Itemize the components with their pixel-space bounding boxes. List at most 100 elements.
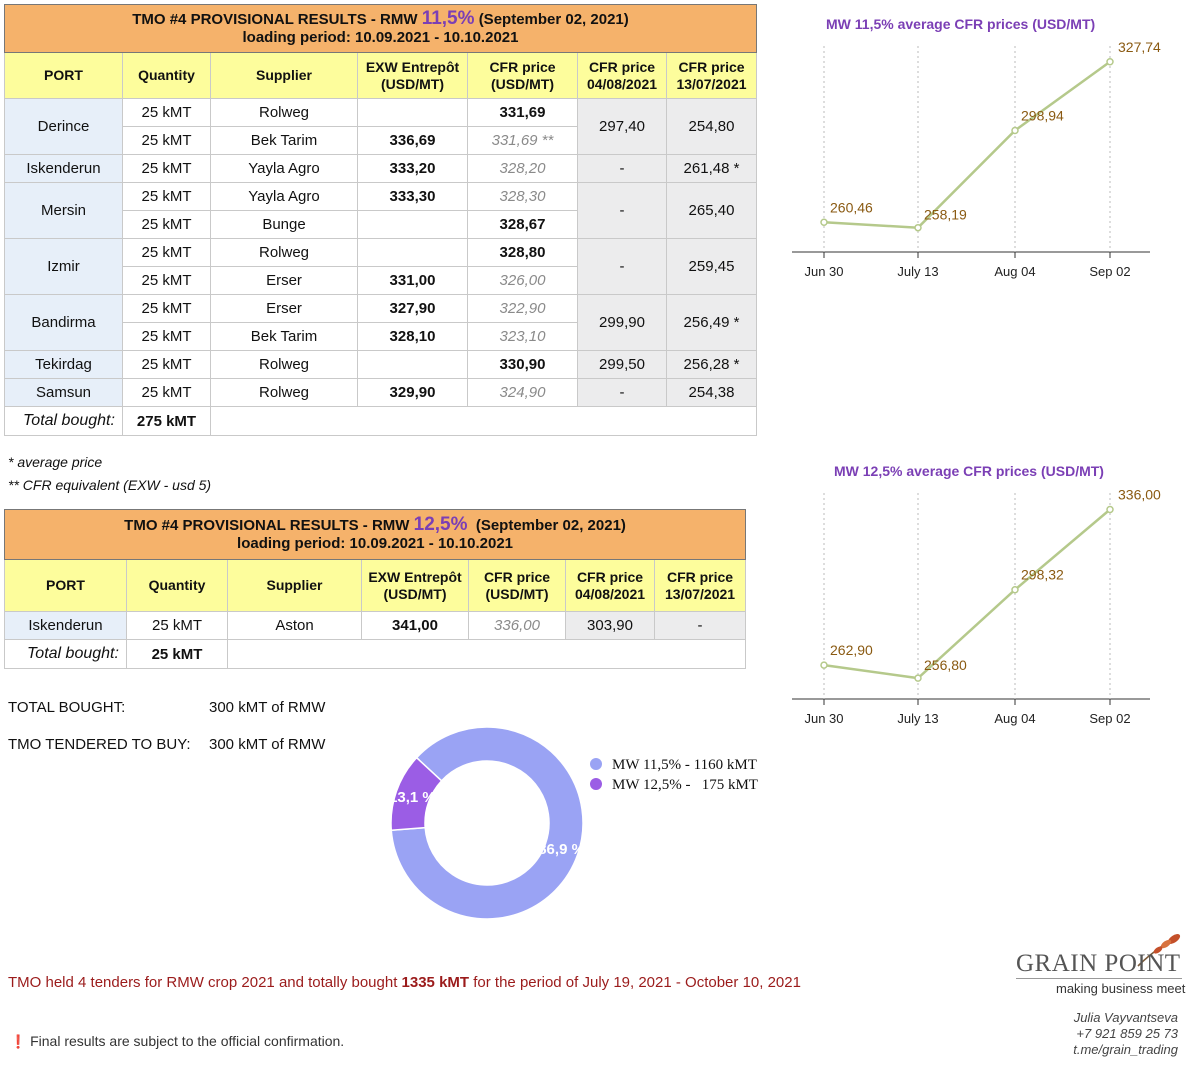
exw-cell: 333,30 (357, 182, 468, 211)
exw-cell (357, 238, 468, 267)
port-cell: Mersin (4, 182, 123, 239)
cfr-1307-cell: 265,40 (666, 182, 757, 239)
cfr-1307-cell: 256,49 * (666, 294, 757, 351)
data-label: 327,74 (1118, 39, 1161, 55)
brand-tagline: making business meet (1056, 981, 1186, 996)
port-cell: Izmir (4, 238, 123, 295)
cfr-0408-cell: 299,90 (577, 294, 667, 351)
quantity-cell: 25 kMT (122, 378, 211, 407)
cfr-0408-cell: - (577, 238, 667, 295)
total-label: Total bought: (4, 406, 123, 436)
quantity-cell: 25 kMT (122, 322, 211, 351)
x-tick-label: Aug 04 (994, 711, 1035, 726)
x-tick-label: July 13 (897, 264, 938, 279)
cfr-0408-cell: 303,90 (565, 611, 655, 640)
port-cell: Iskenderun (4, 154, 123, 183)
table1-title-row: TMO #4 PROVISIONAL RESULTS - RMW 11,5% (… (4, 4, 757, 53)
grain-point-logo: GRAIN POINT making business meet (1016, 930, 1186, 1000)
quantity-cell: 25 kMT (122, 154, 211, 183)
total-value: 275 kMT (122, 406, 211, 436)
data-point (1011, 126, 1019, 135)
data-point (1106, 505, 1114, 514)
x-tick-label: July 13 (897, 711, 938, 726)
table2-header-row: PORT Quantity Supplier EXW Entrepôt (USD/MT… (4, 559, 747, 612)
contact-name: Julia Vayvantseva (1073, 1010, 1178, 1025)
total-row: Total bought: 25 kMT (4, 639, 747, 669)
data-point (1106, 58, 1114, 66)
table-row: Tekirdag 25 kMT Rolweg 330,90 299,50 256,28 * (4, 350, 757, 379)
supplier-cell: Rolweg (210, 98, 358, 127)
column-header: CFR price 13/07/2021 (666, 52, 757, 99)
table-row: 25 kMT Erser 331,00 326,00 (5, 266, 757, 295)
supplier-cell: Rolweg (210, 238, 358, 267)
line-chart-mw-12-5: Jun 30 July 13 Aug 04 Sep 02 262,90 256,80 298… (792, 487, 1161, 726)
table-row: Mersin 25 kMT Yayla Agro 333,30 328,30-265,4… (4, 182, 757, 239)
total-bought-label: TOTAL BOUGHT: (8, 699, 126, 716)
legend-item: MW 12,5% - 175 kMT (590, 777, 758, 794)
data-label: 258,19 (924, 207, 967, 223)
exw-cell (357, 210, 468, 239)
column-header: CFR price 04/08/2021 (577, 52, 667, 99)
column-header: CFR price 13/07/2021 (653, 559, 747, 612)
donut-chart: 86,9 % 13,1 % (389, 726, 585, 920)
quantity-cell: 25 kMT (122, 238, 211, 267)
cfr-cell: 330,90 (467, 350, 578, 379)
cfr-0408-cell: - (577, 154, 667, 183)
pie-legend: MW 11,5% - 1160 kMT MW 12,5% - 175 kMT (590, 757, 758, 794)
results-table-rmw-11-5: TMO #4 PROVISIONAL RESULTS - RMW 11,5% (… (4, 4, 757, 436)
table2-title-row: TMO #4 PROVISIONAL RESULTS - RMW 12,5% (… (3, 509, 747, 560)
exw-cell (357, 350, 468, 379)
exw-cell: 328,10 (357, 322, 468, 351)
table-row: 25 kMT Bek Tarim 336,69 331,69 ** (5, 126, 757, 155)
table-row: Samsun 25 kMT Rolweg 329,90 324,90-254,38 (4, 378, 757, 407)
cfr-cell: 324,90 (467, 378, 578, 407)
table-row: Derince 25 kMT Rolweg 331,69 297,40 254,80 (4, 98, 757, 155)
quantity-cell: 25 kMT (126, 611, 228, 640)
data-point (914, 674, 922, 682)
column-header: EXW Entrepôt (USD/MT) (361, 559, 469, 612)
port-cell: Bandirma (4, 294, 123, 351)
table1-loading-period: loading period: 10.09.2021 - 10.10.2021 (242, 29, 519, 46)
cfr-0408-cell: 297,40 (577, 98, 667, 155)
table1-header-row: PORT Quantity Supplier EXW Entrepôt (USD/MT… (4, 52, 757, 99)
note-cfr-equivalent: ** CFR equivalent (EXW - usd 5) (8, 477, 212, 493)
supplier-cell: Erser (210, 294, 358, 323)
x-tick-label: Jun 30 (804, 711, 843, 726)
quantity-cell: 25 kMT (122, 182, 211, 211)
table2-loading-period: loading period: 10.09.2021 - 10.10.2021 (237, 535, 514, 552)
table1-title: TMO #4 PROVISIONAL RESULTS - RMW 11,5% (… (132, 8, 629, 29)
cfr-cell: 328,30 (467, 182, 578, 211)
pie-slice-label: 13,1 % (389, 789, 436, 806)
quantity-cell: 25 kMT (122, 98, 211, 127)
exclamation-icon: ❗ (10, 1034, 27, 1049)
legend-item: MW 11,5% - 1160 kMT (590, 757, 758, 774)
series-line (823, 60, 1111, 229)
warning-text: Final results are subject to the officia… (30, 1033, 345, 1049)
cfr-cell: 328,67 (467, 210, 578, 239)
quantity-cell: 25 kMT (122, 266, 211, 295)
series-line (823, 508, 1111, 680)
data-point (914, 223, 922, 232)
cfr-1307-cell: 256,28 * (666, 350, 757, 379)
data-label: 260,46 (830, 199, 873, 215)
table-row: Izmir 25 kMT Rolweg 328,80-259,45 (4, 238, 757, 295)
table-row: Iskenderun 25 kMT Yayla Agro 333,20 328,20-2… (4, 154, 757, 183)
contact-link[interactable]: t.me/grain_trading (1073, 1042, 1178, 1057)
table-row: Iskenderun 25 kMT Aston 341,00 336,00 30… (4, 611, 747, 640)
cfr-cell: 328,20 (467, 154, 578, 183)
column-header: PORT (4, 52, 123, 99)
total-empty (226, 639, 747, 669)
cfr-cell: 331,69 ** (467, 126, 578, 155)
total-bought-value: 300 kMT of RMW (209, 699, 326, 716)
data-point (1011, 585, 1019, 594)
supplier-cell: Bek Tarim (210, 126, 358, 155)
table-row: 25 kMT Bek Tarim 328,10 323,10 (5, 322, 757, 351)
data-label: 256,80 (924, 657, 967, 673)
cfr-cell: 326,00 (467, 266, 578, 295)
column-header: CFR price (USD/MT) (467, 52, 578, 99)
quantity-cell: 25 kMT (122, 210, 211, 239)
quantity-cell: 25 kMT (122, 350, 211, 379)
exw-cell: 341,00 (361, 611, 469, 640)
legend-swatch-icon (590, 758, 602, 770)
data-label: 262,90 (830, 642, 873, 658)
